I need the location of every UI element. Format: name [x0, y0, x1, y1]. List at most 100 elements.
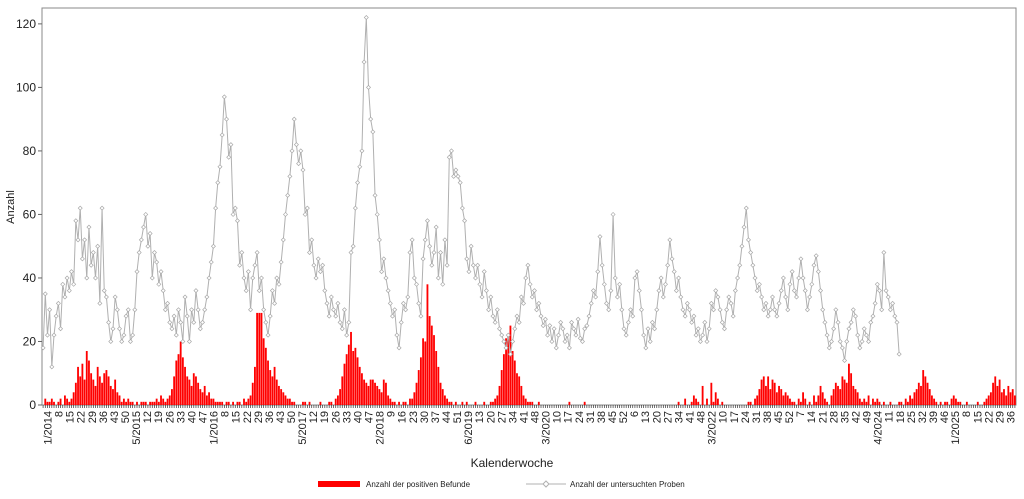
- x-tick-label: 40: [352, 411, 364, 423]
- bar: [278, 385, 280, 405]
- bar: [915, 389, 918, 405]
- bar: [946, 401, 949, 405]
- bar: [1009, 392, 1012, 405]
- data-point: [846, 326, 852, 332]
- bar: [103, 373, 106, 405]
- bar: [155, 398, 158, 405]
- data-point: [320, 262, 326, 268]
- data-point: [824, 332, 830, 338]
- bar: [413, 392, 416, 405]
- bar: [328, 401, 331, 405]
- bar: [824, 398, 826, 405]
- bar: [225, 401, 228, 405]
- bar: [959, 401, 962, 405]
- bar: [854, 389, 857, 405]
- data-point: [355, 180, 361, 186]
- bar: [524, 398, 527, 405]
- data-point: [750, 262, 756, 268]
- x-tick-label: 45: [773, 411, 785, 423]
- bar: [876, 398, 879, 405]
- data-point: [296, 161, 302, 167]
- data-point: [483, 288, 489, 294]
- y-tick-label: 40: [23, 271, 37, 285]
- data-point: [261, 307, 267, 313]
- bar: [1005, 395, 1008, 405]
- bar-series-positive: [44, 284, 1016, 405]
- bar: [931, 395, 933, 405]
- axes: [38, 7, 1017, 408]
- data-point: [383, 275, 389, 281]
- bar: [697, 401, 700, 405]
- data-point: [317, 269, 323, 275]
- bar: [415, 382, 418, 405]
- y-tick-label: 60: [23, 207, 37, 221]
- data-point: [671, 269, 677, 275]
- x-tick-label: 46: [939, 411, 951, 423]
- data-point: [510, 338, 516, 344]
- data-point: [440, 281, 446, 287]
- bar: [898, 401, 901, 405]
- bar: [50, 398, 53, 405]
- data-point: [745, 237, 751, 243]
- bar: [247, 398, 250, 405]
- data-point: [894, 319, 900, 325]
- data-point: [588, 300, 594, 306]
- bar: [712, 401, 715, 405]
- bar: [1011, 389, 1014, 405]
- bar: [950, 398, 953, 405]
- x-tick-label: 36: [98, 411, 110, 423]
- bar: [369, 379, 372, 405]
- bar: [199, 389, 202, 405]
- data-point: [112, 294, 118, 300]
- data-point: [883, 288, 889, 294]
- bar: [66, 398, 69, 405]
- data-point: [337, 319, 343, 325]
- data-point: [130, 332, 136, 338]
- data-point: [571, 326, 577, 332]
- bar: [837, 385, 839, 405]
- data-point: [761, 307, 767, 313]
- data-point: [232, 205, 238, 211]
- data-point: [595, 269, 601, 275]
- bar: [692, 395, 695, 405]
- data-point: [77, 205, 83, 211]
- bar: [430, 325, 433, 405]
- data-point: [887, 307, 893, 313]
- data-point: [818, 288, 824, 294]
- data-point: [536, 300, 542, 306]
- data-point: [708, 300, 714, 306]
- x-tick-label: 29: [253, 411, 265, 423]
- data-point: [171, 313, 177, 319]
- data-point: [861, 326, 867, 332]
- bar: [190, 385, 193, 405]
- data-point: [243, 288, 249, 294]
- data-point: [293, 142, 299, 148]
- x-tick-label: 5/2015: [131, 411, 143, 445]
- bar: [216, 401, 219, 405]
- data-point: [820, 307, 826, 313]
- data-point: [752, 275, 758, 281]
- bar: [502, 354, 505, 405]
- bar: [380, 392, 383, 405]
- data-point: [759, 294, 765, 300]
- x-tick-label: 13: [474, 411, 486, 423]
- bar: [258, 312, 261, 405]
- bar: [358, 366, 361, 405]
- data-point: [165, 300, 171, 306]
- bar: [184, 366, 186, 405]
- data-point: [256, 288, 262, 294]
- data-point: [770, 294, 775, 300]
- data-point: [197, 326, 203, 332]
- data-point: [772, 307, 778, 313]
- data-point: [73, 218, 79, 224]
- bar: [441, 389, 444, 405]
- bar: [98, 376, 101, 405]
- data-point: [64, 275, 70, 281]
- bar: [179, 341, 182, 405]
- x-tick-label: 3/2020: [541, 411, 553, 445]
- data-point: [84, 275, 90, 281]
- x-tick-label: 36: [1005, 411, 1017, 423]
- bar: [402, 401, 405, 405]
- data-point: [815, 269, 821, 275]
- data-point: [99, 205, 105, 211]
